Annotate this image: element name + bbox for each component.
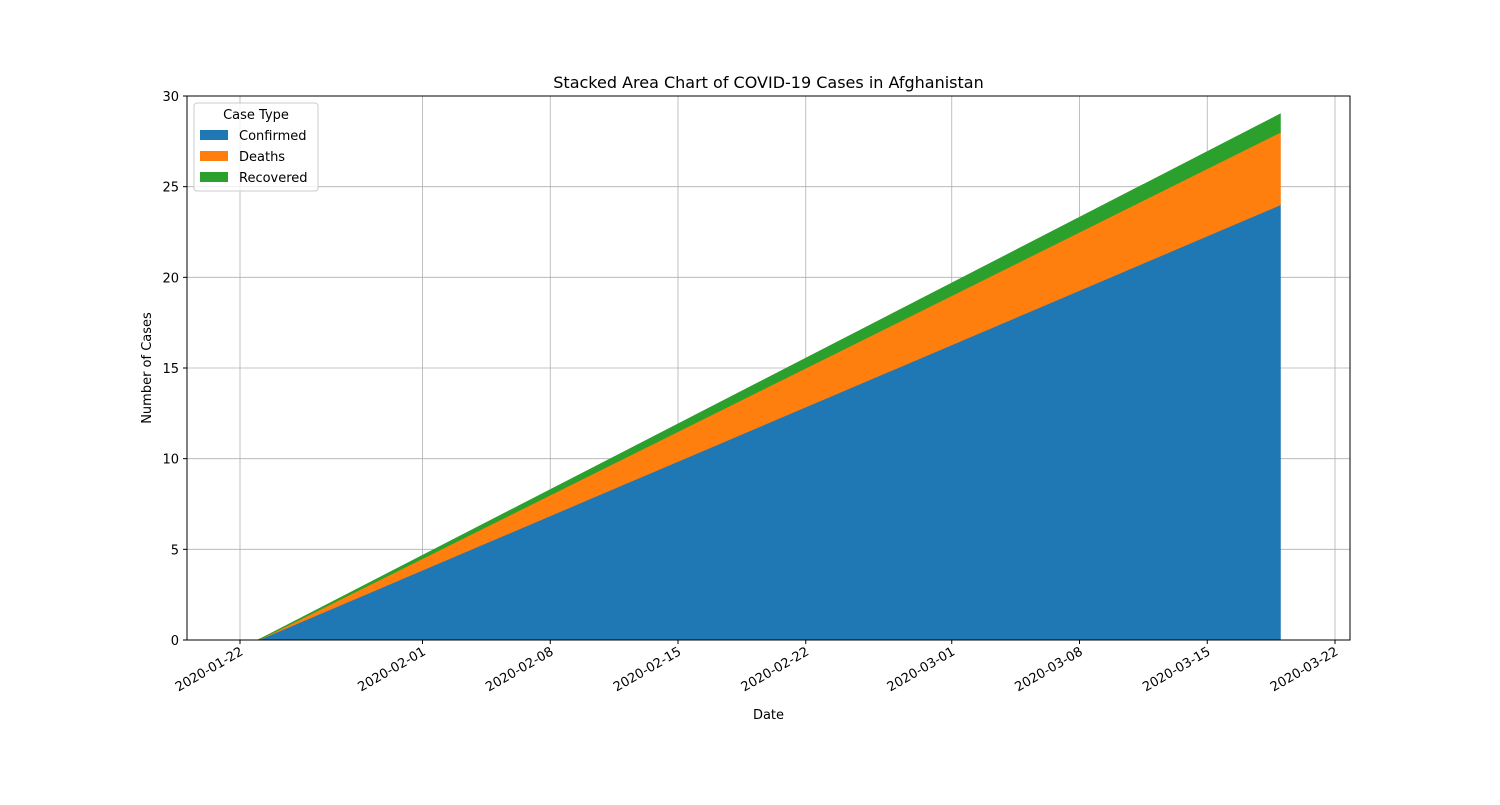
y-tick-label: 15 (162, 362, 179, 377)
y-tick-label: 5 (171, 543, 179, 558)
legend-items: Confirmed Deaths Recovered (200, 129, 308, 186)
legend-swatch-confirmed (200, 130, 228, 140)
legend-label-deaths: Deaths (239, 150, 285, 165)
legend-box (193, 102, 319, 192)
legend-title: Case Type (223, 108, 289, 123)
legend-label-confirmed: Confirmed (239, 129, 307, 144)
legend-swatch-recovered (200, 172, 228, 182)
legend-swatch-deaths (200, 151, 228, 161)
y-tick-label: 25 (162, 181, 179, 196)
y-axis-label: Number of Cases (140, 312, 155, 424)
chart-title: Stacked Area Chart of COVID-19 Cases in … (553, 73, 983, 92)
y-tick-label: 20 (162, 271, 179, 286)
y-tick-label: 30 (162, 90, 179, 105)
y-tick-label: 0 (171, 634, 179, 649)
legend-label-recovered: Recovered (239, 171, 308, 186)
y-tick-label: 10 (162, 453, 179, 468)
legend: Case Type Confirmed Deaths Recovered (193, 102, 319, 192)
x-axis-label: Date (753, 708, 784, 723)
